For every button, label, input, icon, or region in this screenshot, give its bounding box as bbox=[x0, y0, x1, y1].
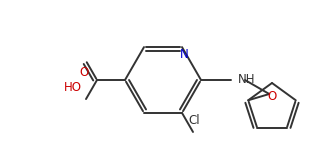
Text: N: N bbox=[180, 48, 188, 61]
Text: O: O bbox=[80, 66, 89, 79]
Text: Cl: Cl bbox=[188, 114, 200, 127]
Text: O: O bbox=[267, 90, 277, 103]
Text: NH: NH bbox=[238, 73, 255, 86]
Text: HO: HO bbox=[64, 81, 82, 94]
